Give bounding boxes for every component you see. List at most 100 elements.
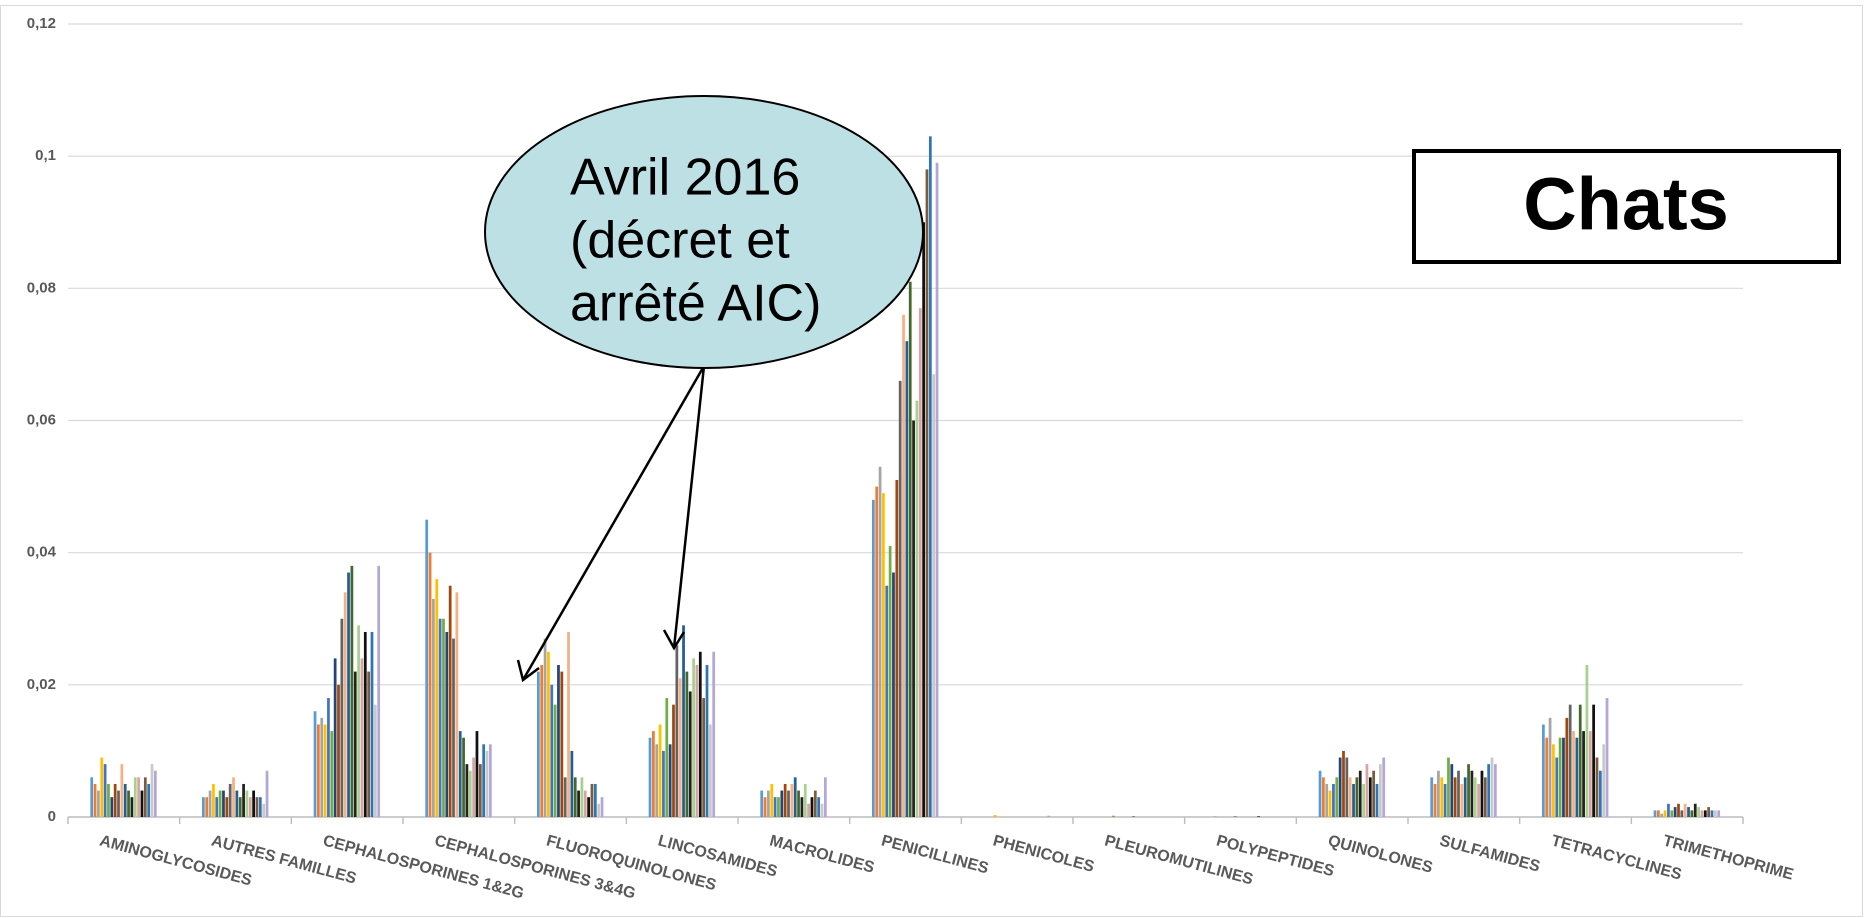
annotation-bubble: [484, 95, 924, 369]
bar: [1653, 810, 1657, 817]
bar: [347, 572, 350, 817]
bar: [875, 486, 879, 817]
bar: [577, 790, 580, 817]
bar: [1382, 757, 1386, 817]
bar: [1493, 764, 1497, 817]
bar: [248, 797, 252, 817]
bar: [543, 638, 547, 817]
arrow: [672, 365, 706, 649]
bar: [787, 790, 790, 817]
bar: [780, 790, 784, 817]
bar: [672, 704, 675, 817]
bar: [1375, 783, 1379, 817]
bar: [587, 797, 590, 817]
y-tick-label: 0,12: [27, 15, 56, 32]
bar: [708, 724, 712, 817]
bar: [817, 797, 821, 817]
bar: [908, 281, 912, 818]
bar: [763, 797, 767, 817]
bar: [340, 618, 344, 817]
bar: [665, 698, 669, 817]
bar: [258, 797, 262, 817]
bar: [1657, 810, 1660, 817]
bar: [317, 724, 320, 817]
bar: [760, 790, 764, 817]
bar: [1365, 764, 1369, 817]
bar: [547, 651, 550, 817]
bar: [1548, 717, 1552, 817]
bar: [90, 777, 94, 817]
bar: [147, 783, 151, 817]
bar: [343, 592, 347, 817]
bar: [553, 704, 557, 817]
bar: [428, 552, 432, 817]
bar: [245, 790, 249, 817]
bar: [425, 519, 429, 817]
bar: [1585, 665, 1589, 817]
bar: [357, 625, 360, 817]
bar: [97, 790, 100, 817]
bar: [218, 790, 222, 817]
bar: [1477, 783, 1480, 817]
title-box: [1412, 149, 1841, 264]
bar: [915, 400, 919, 817]
bar: [455, 592, 459, 817]
bar: [563, 777, 567, 817]
bar: [1470, 770, 1474, 817]
bar: [1457, 770, 1460, 817]
bar: [560, 671, 564, 817]
bar: [1318, 770, 1322, 817]
bar: [1480, 770, 1484, 817]
bar: [668, 744, 672, 817]
bar: [872, 499, 875, 817]
bar: [262, 803, 266, 817]
bar: [1358, 770, 1362, 817]
bar: [1602, 744, 1606, 817]
bar: [1487, 764, 1491, 817]
bar: [133, 777, 137, 817]
bar: [600, 797, 604, 817]
bar: [918, 308, 922, 817]
y-tick-label: 0,02: [27, 676, 56, 693]
bar: [377, 565, 381, 817]
annotation-line: arrêté AIC): [570, 275, 821, 333]
bar: [313, 711, 317, 817]
bar: [1257, 816, 1260, 817]
bar: [1378, 764, 1382, 817]
bar: [475, 731, 479, 817]
bar: [445, 631, 449, 817]
bar: [1362, 783, 1365, 817]
bar: [442, 618, 445, 817]
bar: [472, 757, 475, 817]
bar: [1598, 770, 1602, 817]
bar: [898, 380, 902, 817]
bar: [127, 790, 130, 817]
bar: [488, 744, 492, 817]
bar: [143, 777, 147, 817]
bar: [1568, 704, 1572, 817]
bar: [925, 169, 929, 818]
bar: [103, 764, 107, 817]
bar: [110, 797, 114, 817]
bar: [682, 625, 685, 817]
bar: [1660, 813, 1664, 817]
bar: [895, 479, 899, 817]
bar: [1693, 803, 1697, 817]
bar: [935, 162, 939, 817]
bar: [922, 222, 925, 817]
bar: [228, 783, 232, 817]
bar: [1690, 810, 1694, 817]
bar: [1555, 757, 1559, 817]
bar: [1447, 757, 1450, 817]
bar: [1345, 757, 1349, 817]
bar: [892, 572, 895, 817]
chart-title: Chats: [1523, 163, 1729, 246]
bar: [1352, 783, 1355, 817]
bar: [878, 466, 882, 817]
bar: [537, 671, 540, 817]
bar: [593, 783, 597, 817]
bar: [1552, 744, 1555, 817]
bar: [1663, 810, 1667, 817]
bar: [928, 136, 932, 817]
